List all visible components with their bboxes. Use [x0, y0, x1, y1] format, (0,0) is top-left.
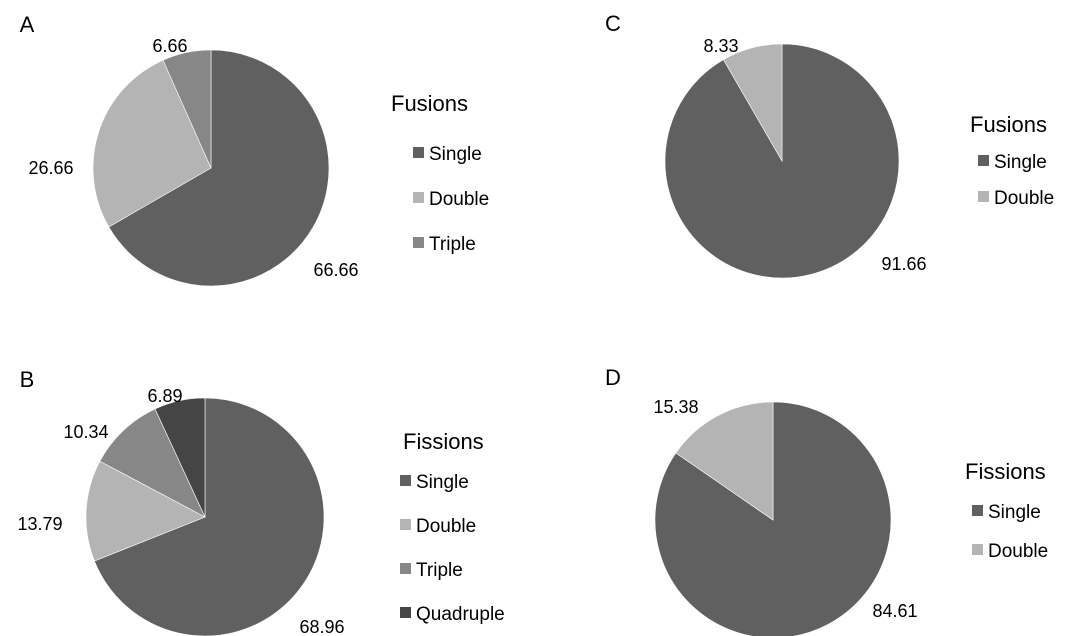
panel-d: D 84.61 15.38 Fissions Single Double	[605, 365, 1048, 636]
legend-label-double: Double	[429, 189, 489, 210]
panel-letter: D	[605, 365, 621, 390]
legend-label-double: Double	[416, 516, 476, 537]
legend-label-double: Double	[988, 541, 1048, 562]
data-label-triple: 10.34	[63, 422, 108, 442]
legend-label-triple: Triple	[416, 560, 463, 581]
legend-label-single: Single	[416, 472, 469, 493]
legend-swatch-triple	[400, 563, 411, 574]
legend-swatch-double	[400, 519, 411, 530]
legend-swatch-quadruple	[400, 607, 411, 618]
data-label-double: 26.66	[28, 158, 73, 178]
legend-label-double: Double	[994, 188, 1054, 209]
legend-swatch-single	[972, 505, 983, 516]
data-label-double: 15.38	[653, 397, 698, 417]
legend-label-quadruple: Quadruple	[416, 604, 505, 625]
legend-label-single: Single	[429, 144, 482, 165]
data-label-single: 91.66	[881, 254, 926, 274]
panel-a: A 66.66 26.66 6.66 Fusions Single Double Triple	[20, 12, 489, 287]
data-label-double: 13.79	[17, 514, 62, 534]
legend-swatch-single	[413, 147, 424, 158]
legend-swatch-single	[978, 155, 989, 166]
legend-swatch-double	[972, 544, 983, 555]
legend-label-single: Single	[988, 502, 1041, 523]
data-label-single: 84.61	[872, 601, 917, 621]
pie-slice-single	[108, 49, 330, 287]
panel-letter: B	[20, 367, 35, 392]
legend-swatch-single	[400, 475, 411, 486]
panel-letter: C	[605, 11, 621, 36]
legend-title: Fissions	[403, 429, 484, 454]
legend-swatch-triple	[413, 237, 424, 248]
panel-b: B 68.96 13.79 10.34 6.89 Fissions Single Double…	[17, 367, 505, 636]
pie-slice-double	[723, 43, 783, 163]
pie-slice-quadruple	[154, 397, 206, 518]
data-label-quadruple: 6.89	[147, 386, 182, 406]
pie-slice-double	[85, 460, 206, 562]
legend-label-single: Single	[994, 152, 1047, 173]
pie-slice-double	[675, 401, 774, 521]
panel-letter: A	[20, 12, 35, 37]
pie-slice-triple	[99, 408, 206, 518]
legend-title: Fusions	[970, 112, 1047, 137]
data-label-single: 68.96	[299, 617, 344, 636]
pie-slice-single	[94, 397, 325, 636]
panel-c: C 91.66 8.33 Fusions Single Double	[605, 11, 1054, 279]
data-label-double: 8.33	[703, 36, 738, 56]
legend-swatch-double	[978, 191, 989, 202]
legend-label-triple: Triple	[429, 234, 476, 255]
pie-slice-triple	[162, 49, 212, 169]
legend-swatch-double	[413, 192, 424, 203]
legend-title: Fissions	[965, 459, 1046, 484]
data-label-triple: 6.66	[152, 36, 187, 56]
data-label-single: 66.66	[313, 260, 358, 280]
pie-slice-single	[654, 401, 892, 636]
legend-title: Fusions	[391, 91, 468, 116]
